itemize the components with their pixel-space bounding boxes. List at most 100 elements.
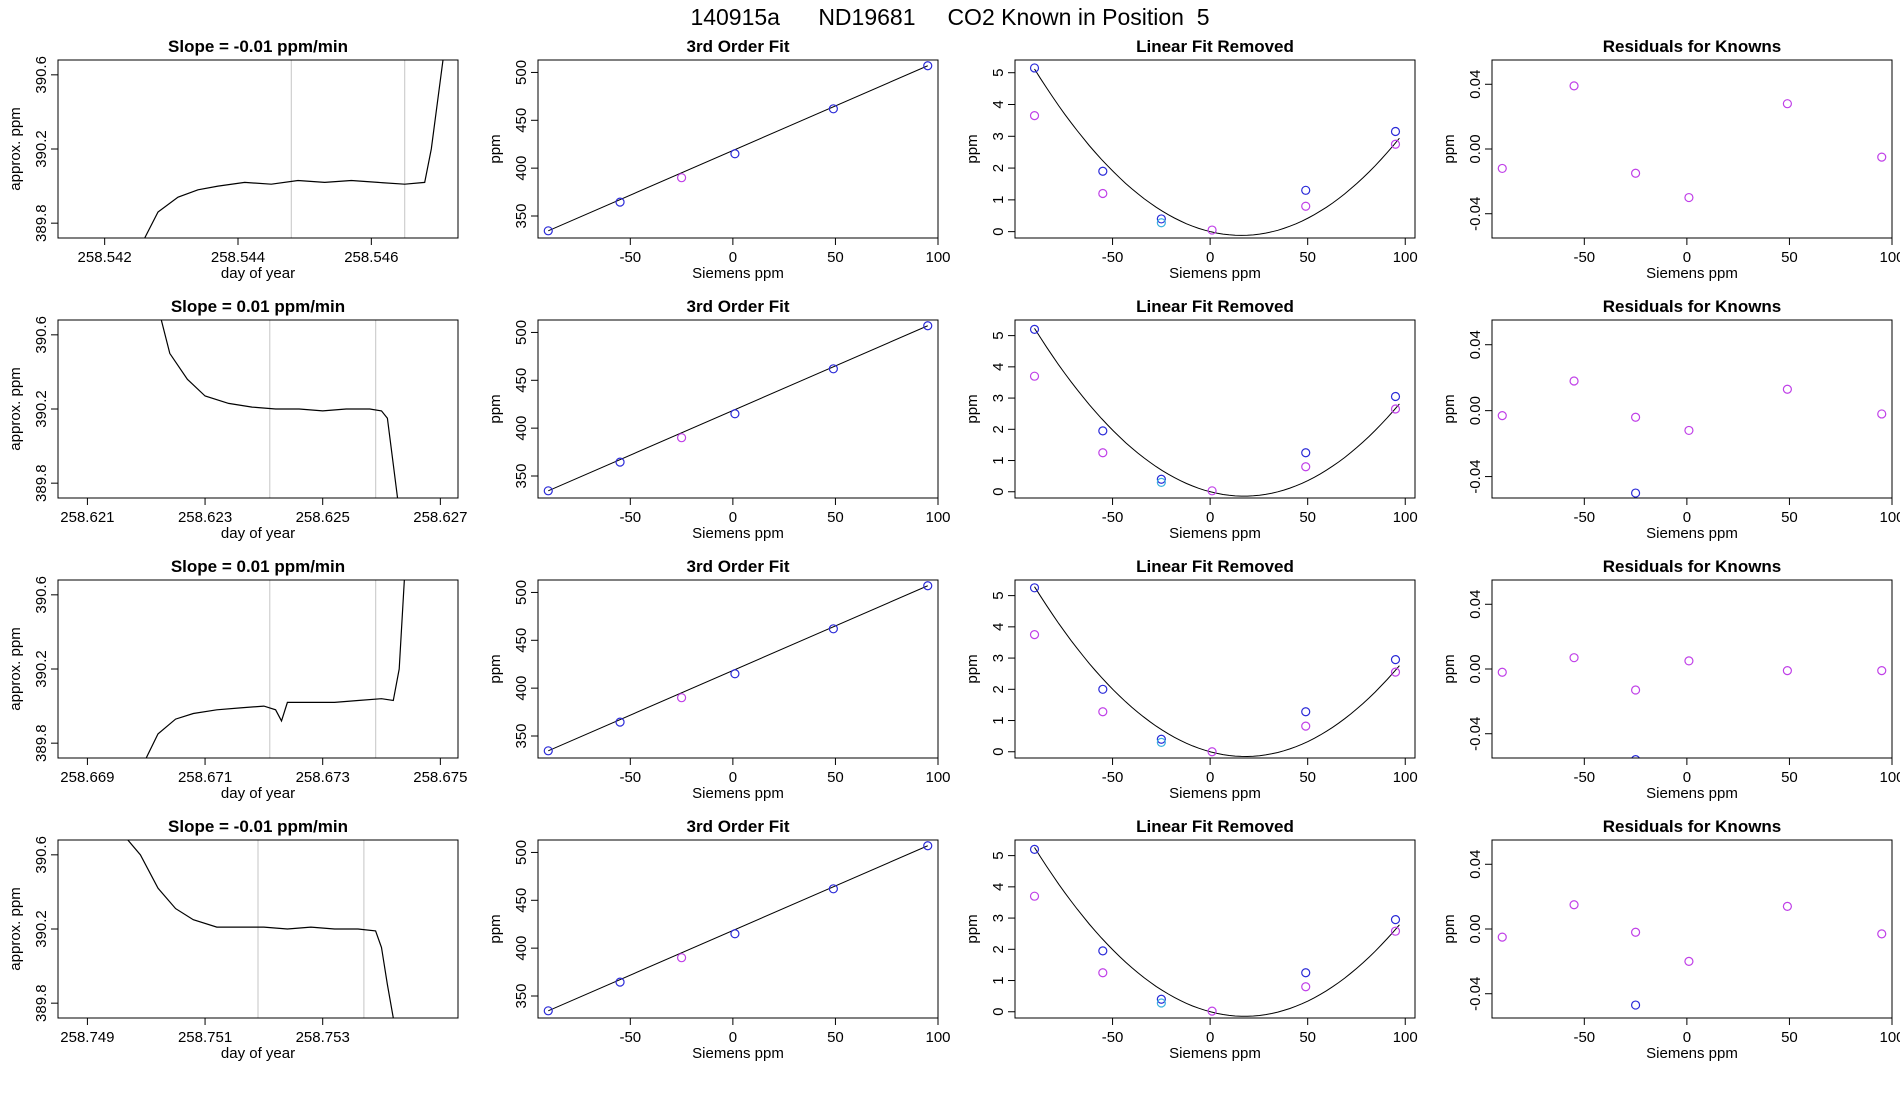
x-tick-label: 0 [729,769,737,786]
data-point [1029,630,1040,640]
chart-panel-r1c1: Slope = -0.01 ppm/min 258.542 258.544 258.5… [7,37,459,282]
y-tick-label: 0.04 [1467,850,1484,879]
plot-frame [537,59,939,239]
data-point [1782,99,1792,109]
x-tick-label: 50 [1299,249,1316,266]
data-point [615,457,625,467]
data-point [1684,656,1694,666]
data-point [1029,63,1040,73]
y-tick-label: 1 [990,976,1007,984]
plot-area [1029,324,1401,497]
plot-area [543,841,933,1016]
x-tick-label: -50 [1573,509,1595,526]
y-tick-label: 5 [990,331,1007,339]
series-line [160,320,399,498]
plot-frame [57,319,459,499]
fit-curve [1034,328,1400,497]
x-axis-label: Siemens ppm [1646,525,1738,542]
data-point [1390,655,1401,665]
data-point [828,364,838,374]
plot-area [1497,376,1887,498]
plot-area [1029,844,1401,1017]
y-tick-label: 390.2 [33,910,50,948]
x-tick-label: 258.546 [344,249,398,266]
y-tick-label: -0.04 [1467,977,1484,1011]
plot-frame [1014,319,1416,499]
y-tick-label: 400 [513,676,530,701]
y-tick-label: 0 [990,748,1007,756]
fit-line [548,65,928,232]
plot-frame [1491,839,1893,1019]
y-tick-label: 350 [513,203,530,228]
plot-area [1029,63,1401,236]
data-point [1569,900,1579,910]
x-tick-label: 258.749 [60,1029,114,1046]
chart-title: Slope = -0.01 ppm/min [168,817,348,836]
x-tick-label: 258.542 [78,249,132,266]
chart-panel-r2c4: Residuals for Knowns -50 0 50 100 Siemens ppm… [1441,297,1900,542]
chart-title: Linear Fit Removed [1136,557,1294,576]
x-tick-label: 0 [1683,509,1691,526]
plot-frame [537,319,939,499]
y-tick-label: 3 [990,914,1007,922]
data-point [1029,844,1040,854]
chart-title: 3rd Order Fit [687,817,790,836]
y-tick-label: 389.8 [33,984,50,1022]
x-axis-label: Siemens ppm [1646,265,1738,282]
y-tick-label: 450 [513,628,530,653]
x-tick-label: 100 [925,509,950,526]
y-axis-label: ppm [487,654,504,683]
data-point [615,197,625,207]
y-tick-label: 390.2 [33,650,50,688]
y-axis-label: ppm [487,134,504,163]
plot-frame [57,59,459,239]
x-tick-label: 100 [1393,509,1418,526]
chart-panel-r3c2: 3rd Order Fit -50 0 50 100 Siemens ppm 350 400 4… [487,557,951,802]
y-tick-label: 4 [990,363,1007,371]
x-axis-label: day of year [221,525,295,542]
data-point [1156,218,1166,228]
y-axis-label: approx. ppm [7,107,24,190]
x-tick-label: 100 [1879,509,1900,526]
data-point [923,321,933,331]
x-axis-label: Siemens ppm [1169,525,1261,542]
y-tick-label: 350 [513,983,530,1008]
data-point [1630,1000,1641,1010]
data-point [615,977,625,987]
chart-title: Slope = -0.01 ppm/min [168,37,348,56]
x-tick-label: -50 [1102,249,1124,266]
y-tick-label: 500 [513,60,530,85]
data-point [1877,929,1887,939]
plot-frame [1491,59,1893,239]
x-tick-label: 0 [729,1029,737,1046]
data-point [1156,214,1166,224]
data-point [1156,734,1166,744]
fit-line [548,845,928,1012]
plot-frame [1014,839,1416,1019]
y-tick-label: 3 [990,654,1007,662]
data-point [1029,324,1040,334]
plot-frame [57,579,459,759]
data-point [1630,412,1641,422]
data-point [1156,737,1166,747]
page-title: 140915a ND19681 CO2 Known in Position 5 [690,4,1210,30]
data-point [828,104,838,114]
x-axis-label: Siemens ppm [1646,1045,1738,1062]
y-axis-label: ppm [964,654,981,683]
x-tick-label: 100 [1879,769,1900,786]
y-tick-label: 0.00 [1467,914,1484,943]
data-point [1156,994,1166,1004]
y-axis-label: ppm [1441,134,1458,163]
data-point [828,624,838,634]
data-point [1390,391,1401,402]
x-tick-label: 100 [925,249,950,266]
x-tick-label: 50 [1781,1029,1798,1046]
data-point [1877,152,1887,162]
x-tick-label: 50 [1299,769,1316,786]
x-tick-label: 50 [827,769,844,786]
y-tick-label: 5 [990,69,1007,77]
data-point [1877,666,1887,676]
y-tick-label: 500 [513,580,530,605]
data-point [1301,185,1311,195]
